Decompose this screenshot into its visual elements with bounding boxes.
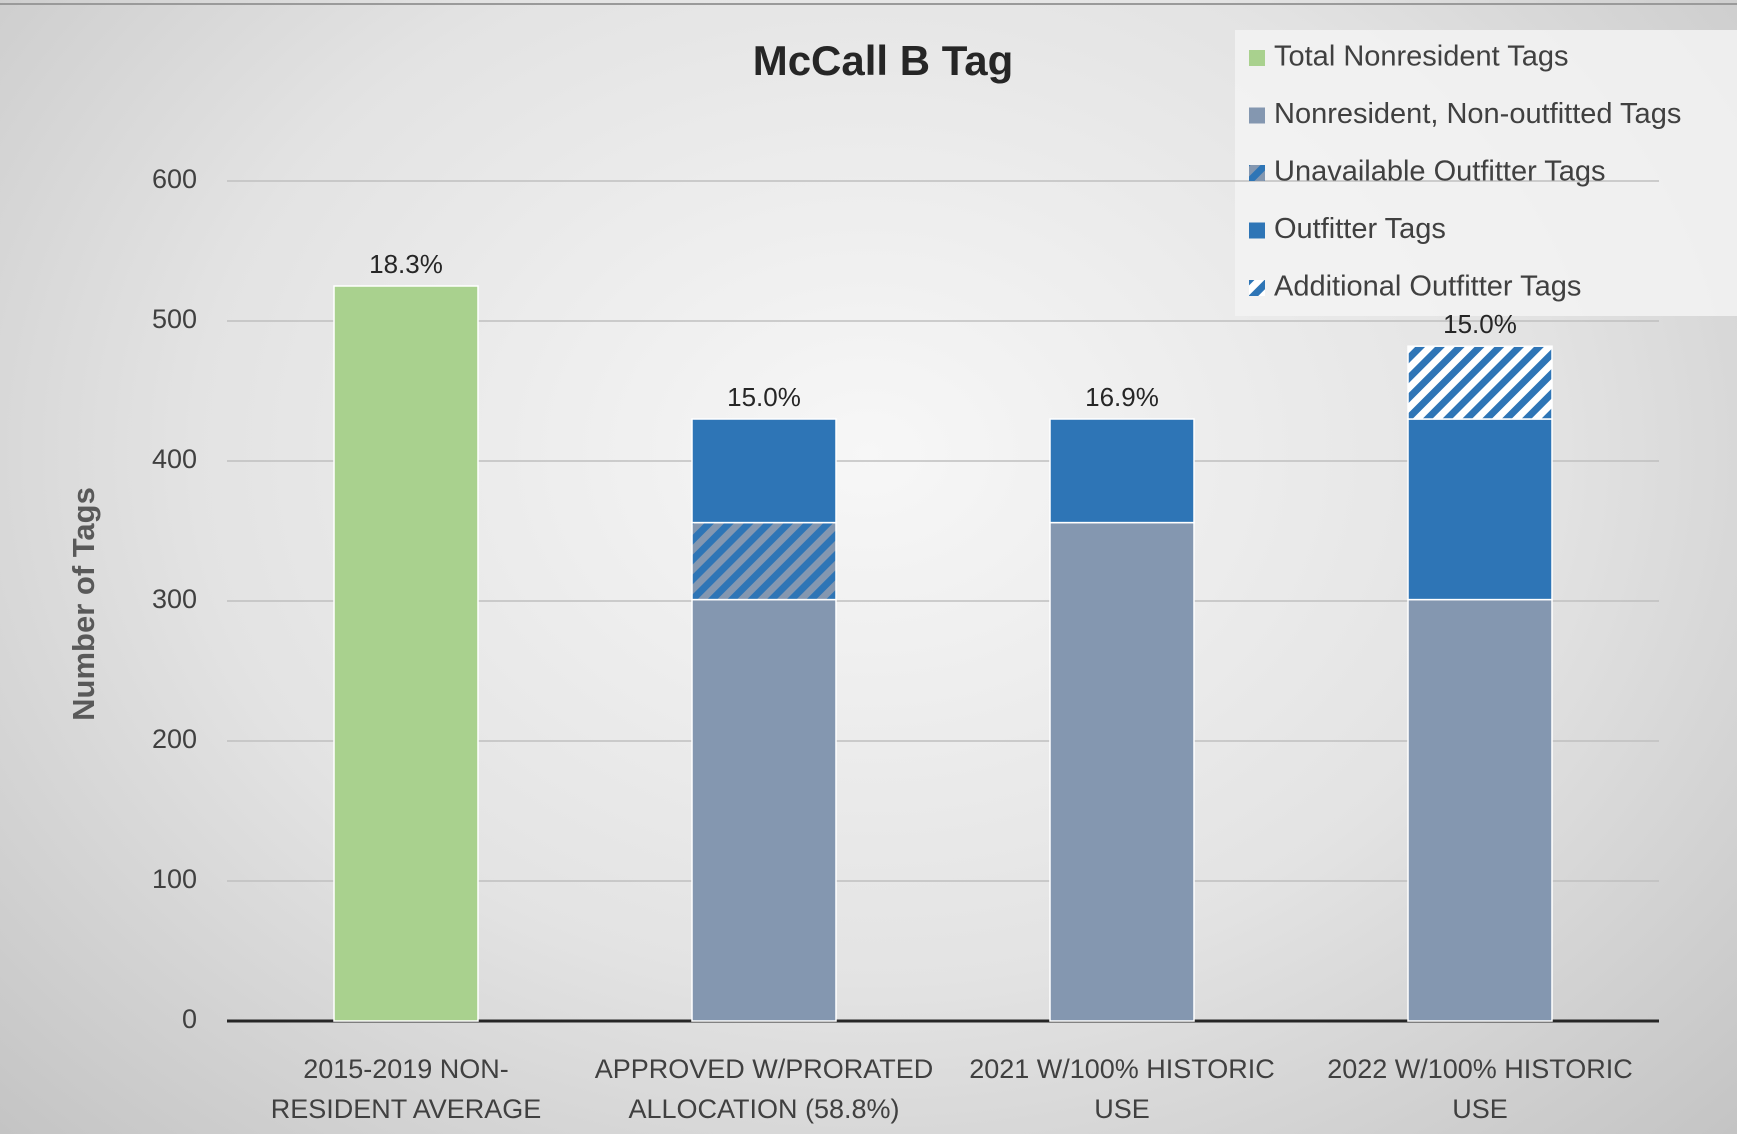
legend-label: Nonresident, Non-outfitted Tags <box>1274 98 1681 130</box>
bar-segment <box>1049 418 1195 524</box>
y-tick-label: 600 <box>152 164 197 194</box>
legend-swatch <box>1249 107 1265 124</box>
y-tick-label: 400 <box>152 444 197 474</box>
bar-segment <box>333 285 479 1022</box>
legend-label: Total Nonresident Tags <box>1274 41 1568 73</box>
legend-box <box>1235 30 1737 316</box>
legend-label: Additional Outfitter Tags <box>1274 271 1581 303</box>
y-tick-label: 200 <box>152 724 197 754</box>
y-tick-label: 0 <box>182 1004 197 1034</box>
bar-segment <box>1407 598 1553 1022</box>
legend-swatch <box>1249 165 1265 181</box>
x-tick-label: 2022 W/100% HISTORIC USE <box>1327 1054 1633 1124</box>
legend-label: Outfitter Tags <box>1274 213 1446 245</box>
x-tick-label: 2021 W/100% HISTORIC USE <box>969 1054 1275 1124</box>
total-label: 15.0% <box>1443 309 1517 339</box>
y-axis-label: Number of Tags <box>66 487 101 721</box>
legend-swatch <box>1249 222 1265 239</box>
total-label: 16.9% <box>1085 382 1159 412</box>
y-tick-label: 100 <box>152 864 197 894</box>
y-tick-label: 300 <box>152 584 197 614</box>
total-label: 18.3% <box>369 249 443 279</box>
legend-label: Unavailable Outfitter Tags <box>1274 156 1606 188</box>
bar-segment <box>1407 345 1553 420</box>
bar-segment <box>691 521 837 601</box>
legend-swatch <box>1249 50 1265 66</box>
bar-segment <box>1407 418 1553 601</box>
y-tick-label: 500 <box>152 304 197 334</box>
total-label: 15.0% <box>727 382 801 412</box>
x-tick-label: APPROVED W/PRORATED ALLOCATION (58.8%) <box>594 1054 934 1124</box>
bar-segment <box>691 418 837 524</box>
x-tick-label: 2015-2019 NON-RESIDENT AVERAGE <box>270 1054 542 1124</box>
bar-segment <box>691 598 837 1022</box>
chart-title: McCall B Tag <box>753 37 1014 84</box>
bar-segment <box>1049 521 1195 1022</box>
legend-swatch <box>1249 280 1265 296</box>
